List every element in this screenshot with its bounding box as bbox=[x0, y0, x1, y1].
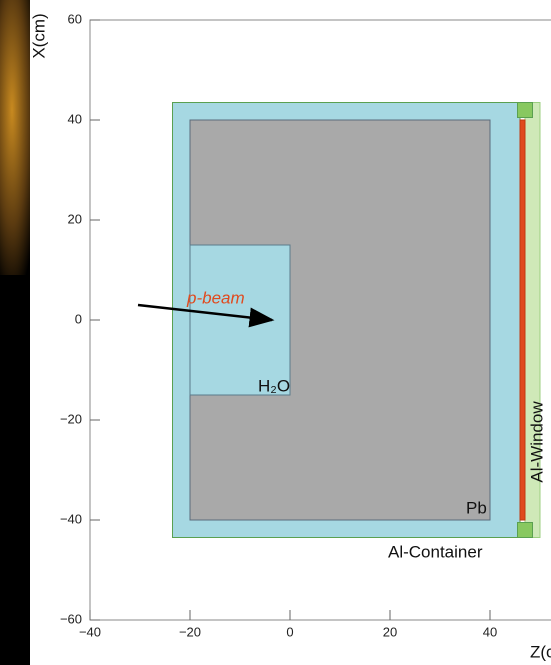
container-label: Al-Container bbox=[388, 542, 483, 561]
y-axis-title: X(cm) bbox=[29, 13, 48, 58]
y-tick-label: 0 bbox=[75, 311, 82, 326]
region bbox=[520, 120, 525, 520]
water-label: H₂O bbox=[258, 376, 290, 395]
region bbox=[518, 523, 533, 538]
region bbox=[518, 103, 533, 118]
x-tick-label: 20 bbox=[383, 624, 397, 639]
x-tick-label: 0 bbox=[286, 624, 293, 639]
region bbox=[190, 245, 290, 395]
lead-label: Pb bbox=[466, 498, 487, 517]
y-tick-label: 60 bbox=[68, 11, 82, 26]
window-label: Al-Window bbox=[527, 401, 546, 483]
beam-label: p-beam bbox=[186, 288, 245, 307]
y-tick-label: 20 bbox=[68, 211, 82, 226]
x-tick-label: 40 bbox=[483, 624, 497, 639]
x-tick-label: −20 bbox=[179, 624, 201, 639]
x-axis-title: Z(cm) bbox=[530, 642, 551, 661]
y-tick-label: −40 bbox=[60, 511, 82, 526]
chart: −60−40−200204060−40−2002040 p-beam H₂O P… bbox=[0, 0, 551, 665]
x-tick-label: −40 bbox=[79, 624, 101, 639]
y-tick-label: −20 bbox=[60, 411, 82, 426]
y-tick-label: 40 bbox=[68, 111, 82, 126]
